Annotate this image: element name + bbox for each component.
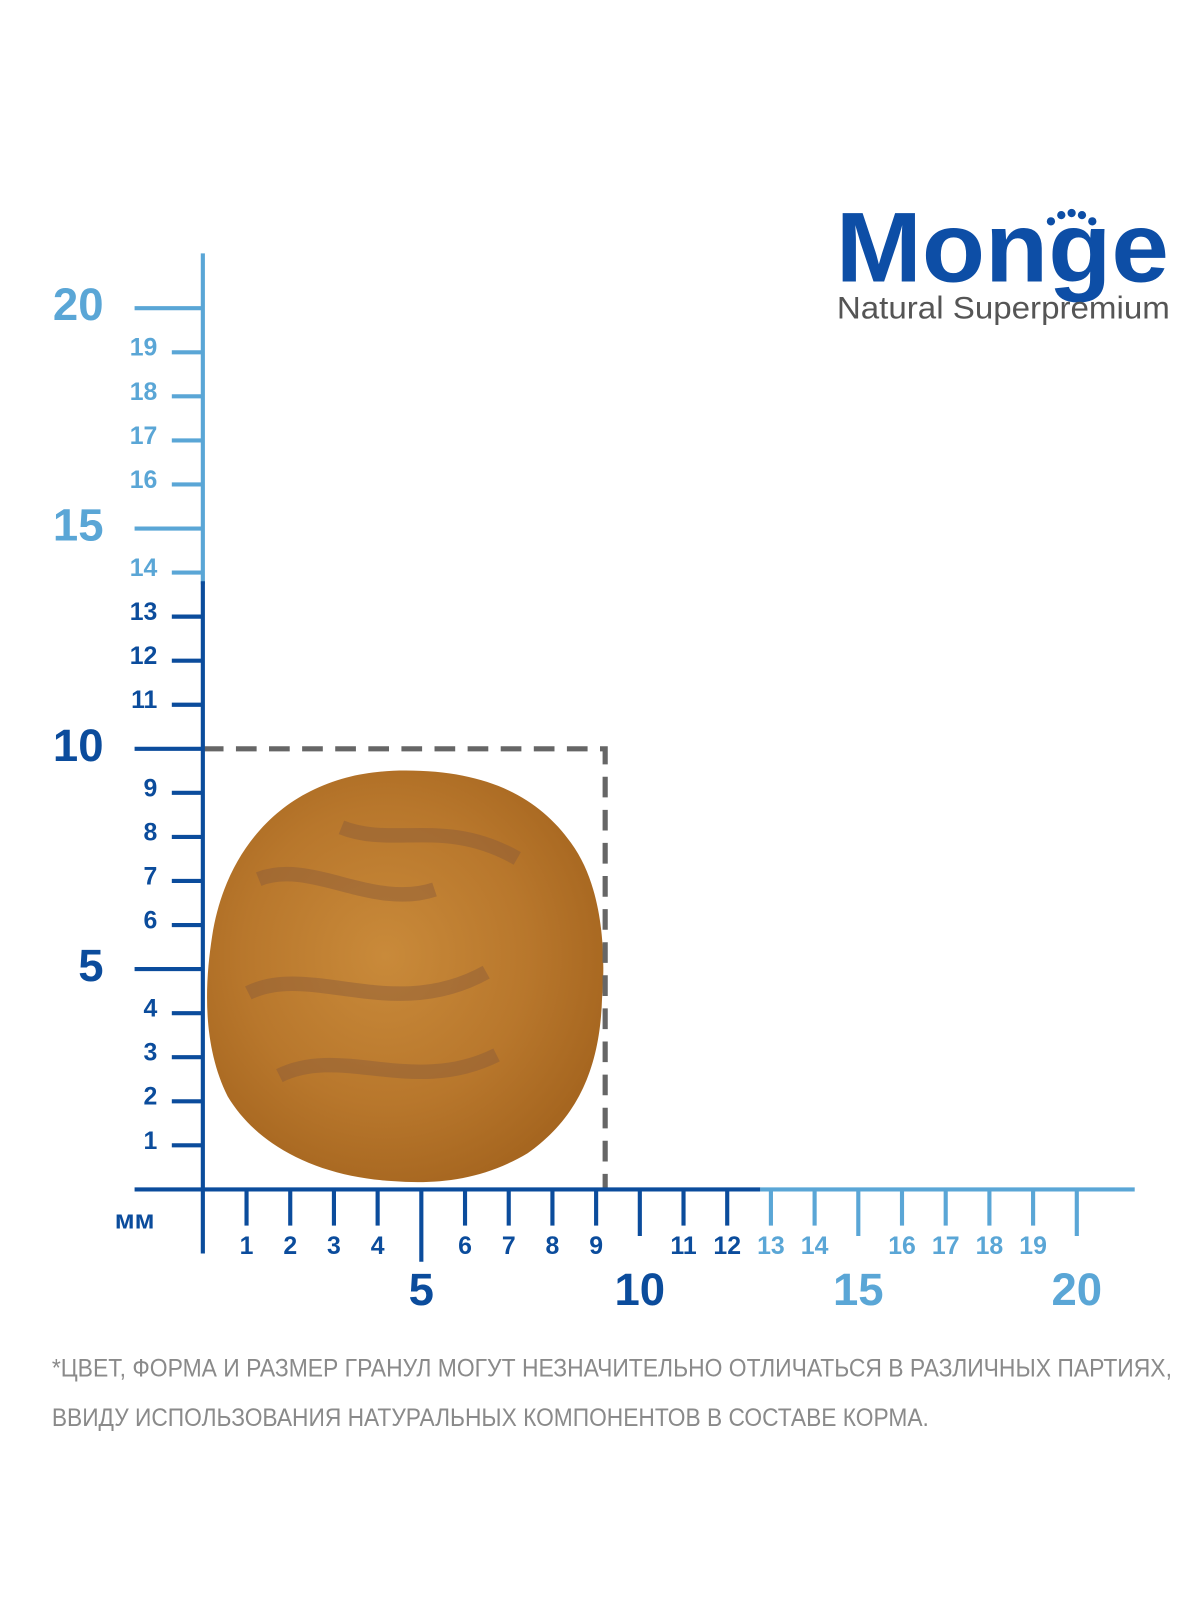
y-tick-label: 13 [130,599,158,626]
x-tick-label: 2 [283,1233,297,1260]
y-tick-label: 15 [53,500,104,551]
y-tick-label: 14 [130,555,158,582]
x-tick-label: 16 [888,1233,916,1260]
y-tick-label: 9 [144,775,158,802]
y-tick-label: 6 [144,908,158,935]
x-tick-label: 11 [670,1233,696,1260]
x-tick-label: 9 [589,1233,603,1260]
note-line: *ЦВЕТ, ФОРМА И РАЗМЕР ГРАНУЛ МОГУТ НЕЗНА… [52,1356,1172,1383]
y-tick-label: 11 [131,687,157,714]
y-tick-label: 2 [144,1084,158,1111]
y-tick-label: 8 [144,819,158,846]
y-tick-label: 3 [144,1040,158,1067]
x-tick-label: 12 [713,1233,741,1260]
x-tick-label: 7 [502,1233,516,1260]
y-tick-label: 16 [130,467,158,494]
x-tick-label: 3 [327,1233,341,1260]
brand-logo: Monge [836,192,1169,303]
x-tick-label: 13 [757,1233,785,1260]
y-tick-label: 17 [130,423,158,450]
x-tick-label: 15 [833,1264,884,1315]
y-tick-label: 18 [130,379,158,406]
tagline: Natural Superpremium [837,291,1170,326]
y-tick-label: 12 [130,643,158,670]
y-tick-label: 4 [144,996,158,1023]
x-tick-label: 14 [801,1233,829,1260]
y-tick-label: 1 [144,1128,158,1155]
y-tick-label: 7 [144,863,158,890]
x-tick-label: 17 [932,1233,960,1260]
x-tick-label: 8 [546,1233,560,1260]
x-tick-label: 19 [1019,1233,1047,1260]
size-frame [202,746,608,1190]
x-tick-label: 20 [1051,1264,1102,1315]
kibble-photo [207,770,604,1183]
logo-stars [1046,208,1097,226]
y-tick-label: 20 [53,279,104,330]
x-tick-label: 6 [458,1233,472,1260]
y-tick-label: 10 [53,720,104,771]
note-line: ВВИДУ ИСПОЛЬЗОВАНИЯ НАТУРАЛЬНЫХ КОМПОНЕН… [52,1405,929,1432]
x-tick-label: 5 [409,1264,434,1315]
y-tick-label: 19 [130,335,158,362]
unit-label: мм [115,1205,155,1235]
y-tick-label: 5 [78,940,103,991]
x-tick-label: 1 [240,1233,254,1260]
x-tick-label: 4 [371,1233,385,1260]
x-tick-label: 18 [976,1233,1004,1260]
x-tick-label: 10 [615,1264,666,1315]
